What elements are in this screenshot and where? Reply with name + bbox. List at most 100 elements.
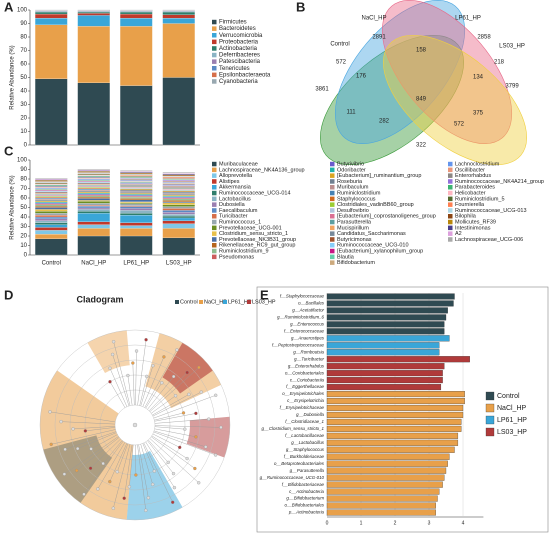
legend-swatch xyxy=(448,196,453,202)
legend-swatch xyxy=(330,237,335,242)
bar-label: g__Lactobacillus xyxy=(291,440,325,445)
legend-swatch xyxy=(485,427,495,437)
bar-segment xyxy=(34,179,68,181)
clade-node xyxy=(175,348,179,352)
clade-branch xyxy=(153,431,216,456)
bar-segment xyxy=(77,182,110,184)
bar xyxy=(326,391,465,398)
bar-segment xyxy=(77,205,110,207)
clade-node xyxy=(197,481,201,485)
bar-segment xyxy=(119,192,153,194)
legend-swatch xyxy=(212,179,217,184)
clade-branch xyxy=(154,425,221,428)
legend-label: Odoribacter xyxy=(337,167,366,173)
legend-label: Clostridiales_vadinBB60_group xyxy=(337,202,414,208)
bar-segment xyxy=(77,171,110,173)
venn-count: 176 xyxy=(356,74,367,80)
clade-highlight xyxy=(126,450,183,520)
clade-node xyxy=(71,427,75,431)
bar xyxy=(326,370,443,377)
clade-branch xyxy=(152,433,180,448)
bar-segment xyxy=(162,208,196,211)
clade-branch xyxy=(65,431,117,450)
legend-swatch xyxy=(330,248,335,254)
venn-count: 572 xyxy=(336,60,347,66)
legend-label: Tenericutes xyxy=(219,66,250,72)
bar-segment xyxy=(34,211,68,214)
bar-segment xyxy=(119,213,153,216)
clade-branch xyxy=(154,418,209,424)
legend-label: NaCl_HP xyxy=(204,299,227,305)
bar-segment xyxy=(34,203,68,205)
y-tick-label: 30 xyxy=(20,224,27,230)
clade-node xyxy=(185,370,189,375)
bar-segment xyxy=(119,11,153,13)
bar-segment xyxy=(119,174,153,176)
bar-segment xyxy=(119,180,153,182)
bar xyxy=(326,425,462,432)
legend-swatch xyxy=(212,237,217,242)
clade-node xyxy=(62,472,67,476)
clade-ring xyxy=(114,404,156,446)
bar-segment xyxy=(119,206,153,209)
clade-branch xyxy=(113,444,131,509)
legend-swatch xyxy=(330,231,335,236)
clade-branch xyxy=(112,354,130,406)
legend-label: Alloprevotella xyxy=(219,173,253,179)
cladogram-title: Cladogram xyxy=(76,294,123,304)
clade-node xyxy=(204,445,208,449)
legend-swatch xyxy=(212,46,217,51)
legend-swatch xyxy=(223,300,227,304)
legend-label: Intestinimonas xyxy=(455,225,491,231)
bar-label: c__Actinobacteria xyxy=(289,489,324,494)
clade-branch xyxy=(152,391,202,417)
bar-segment xyxy=(34,204,68,207)
bar-segment xyxy=(162,189,196,191)
legend-label: Bifidobacterium xyxy=(337,260,375,266)
clade-node xyxy=(194,435,198,439)
bar-segment xyxy=(119,182,153,184)
bar-segment xyxy=(119,190,153,192)
bar-label: f__Enterococcaceae xyxy=(284,328,325,333)
bar-label: o__Bacillales xyxy=(298,301,325,306)
venn-count: 282 xyxy=(379,119,390,125)
bar-segment xyxy=(34,177,68,179)
x-tick-label: LP61_HP xyxy=(123,261,149,267)
legend-label: Cyanobacteria xyxy=(219,79,258,85)
bar-segment xyxy=(77,186,110,188)
legend-swatch xyxy=(212,167,217,173)
bar-segment xyxy=(119,177,153,179)
bar-segment xyxy=(34,11,68,13)
bar-segment xyxy=(119,18,153,27)
clade-branch xyxy=(147,440,174,474)
clade-branch xyxy=(154,413,196,422)
clade-branch xyxy=(123,444,133,499)
bar-segment xyxy=(77,184,110,186)
legend-swatch xyxy=(212,33,217,38)
bar-segment xyxy=(77,11,110,14)
bar-segment xyxy=(34,230,68,235)
y-tick-label: 50 xyxy=(20,205,27,211)
clade-ring xyxy=(69,359,201,491)
bar-segment xyxy=(34,205,68,208)
legend-label: Lachnoclostridium xyxy=(455,161,500,167)
bar-segment xyxy=(162,181,196,183)
bar xyxy=(326,411,464,418)
bar-segment xyxy=(77,211,110,214)
bar-segment xyxy=(119,187,153,189)
venn-set xyxy=(334,0,466,144)
clade-node xyxy=(89,447,93,451)
y-tick-label: 80 xyxy=(20,35,27,41)
clade-node xyxy=(151,482,155,487)
bar-label: g__Acetatifactor xyxy=(292,308,324,313)
bar-label: o__Betaproteobacteriales xyxy=(274,461,325,466)
bar-segment xyxy=(34,193,68,195)
bar-segment xyxy=(119,202,153,204)
legend-swatch xyxy=(212,52,217,58)
bar-segment xyxy=(77,175,110,176)
legend-swatch xyxy=(212,59,217,64)
bar-segment xyxy=(162,11,196,15)
bar-segment xyxy=(77,180,110,182)
bar-segment xyxy=(77,178,110,180)
legend-label: Prevotellaceae_NK3B31_group xyxy=(219,237,296,243)
